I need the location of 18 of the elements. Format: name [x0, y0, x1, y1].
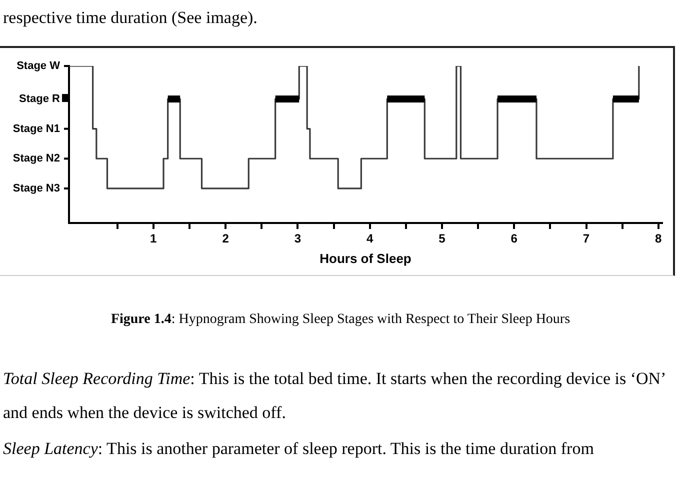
x-tick-label: 1 [150, 232, 158, 246]
text: Stage N1 [12, 122, 60, 135]
text: Total Sleep Recording Time: This is the total bed time. It starts when the recording device is ‘ON’ and ends when the device is switched off. [3, 369, 665, 422]
text: Stage N3 [12, 182, 60, 194]
x-tick-label: 7 [582, 232, 590, 246]
x-tick-label: 4 [366, 232, 374, 246]
x-axis-title: Hours of Sleep [320, 250, 412, 266]
text: Stage N2 [12, 152, 60, 165]
x-tick-label: 6 [510, 232, 518, 246]
text: Stage R [19, 93, 60, 105]
text: Sleep Latency: This is another parameter of sleep report. This is the time duration from [3, 439, 594, 458]
x-tick-label: 2 [222, 232, 230, 246]
text: Stage W [16, 60, 61, 72]
x-tick-label: 3 [294, 232, 302, 246]
text: respective time duration (See image). [3, 8, 258, 28]
x-tick-label: 8 [655, 232, 662, 246]
x-tick-label: 5 [438, 232, 446, 246]
caption: Figure 1.4: Hypnogram Showing Sleep Stages with Respect to Their Sleep Hours [110, 312, 570, 327]
